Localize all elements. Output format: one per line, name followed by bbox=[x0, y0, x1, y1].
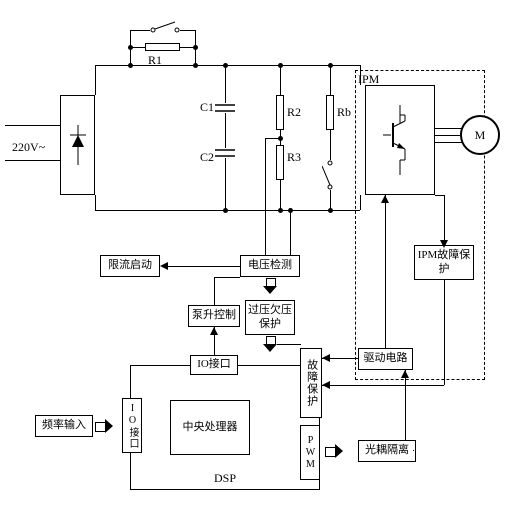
wire bbox=[277, 344, 300, 345]
c2-label: C2 bbox=[200, 150, 214, 165]
io-port-left-block: IO接口 bbox=[122, 398, 142, 453]
node bbox=[328, 63, 333, 68]
rectifier-box bbox=[60, 95, 95, 195]
node bbox=[278, 63, 283, 68]
wire bbox=[265, 138, 266, 255]
node bbox=[128, 45, 133, 50]
io-port-top-block: IO接口 bbox=[190, 355, 238, 375]
rb-label: Rb bbox=[337, 105, 351, 120]
wire bbox=[265, 138, 280, 139]
dsp-label: DSP bbox=[214, 471, 236, 485]
r2-resistor bbox=[276, 95, 284, 130]
r1-label: R1 bbox=[148, 53, 162, 68]
block-arrow-icon bbox=[325, 444, 345, 458]
arrow-icon bbox=[210, 327, 218, 335]
node bbox=[288, 208, 293, 213]
node bbox=[193, 63, 198, 68]
arrow-icon bbox=[322, 354, 330, 362]
arrow-icon bbox=[440, 240, 448, 248]
node bbox=[328, 208, 333, 213]
io-port-left-label: IO接口 bbox=[126, 403, 138, 449]
wire bbox=[405, 440, 406, 441]
arrow-icon bbox=[381, 195, 389, 203]
pump-ctrl-block: 泵升控制 bbox=[188, 305, 240, 327]
arrow-icon bbox=[322, 381, 330, 389]
wire bbox=[225, 158, 226, 210]
wire bbox=[360, 65, 361, 85]
wire bbox=[360, 65, 361, 66]
voltage-detect-block: 电压检测 bbox=[240, 255, 300, 277]
wire bbox=[225, 113, 226, 148]
diode-bridge-icon bbox=[64, 125, 92, 165]
wire bbox=[165, 266, 240, 267]
fault-protect-label: 故障保护 bbox=[304, 359, 317, 407]
wire bbox=[280, 65, 281, 95]
wire bbox=[444, 280, 445, 385]
wire bbox=[95, 195, 96, 210]
node bbox=[223, 208, 228, 213]
pwm-block: PWM bbox=[300, 425, 320, 480]
wire bbox=[330, 130, 331, 160]
block-arrow-icon bbox=[263, 278, 277, 294]
ipm-fault-block: IPM故障保护 bbox=[414, 245, 474, 280]
wire bbox=[280, 180, 281, 210]
wire bbox=[5, 125, 60, 126]
node bbox=[223, 63, 228, 68]
wire bbox=[435, 195, 445, 196]
wire bbox=[435, 142, 462, 143]
wire bbox=[330, 65, 331, 95]
wire bbox=[435, 128, 462, 129]
node bbox=[278, 208, 283, 213]
ov-uv-block: 过压欠压保护 bbox=[245, 300, 295, 335]
ipm-inner-box bbox=[365, 85, 435, 195]
c1-label: C1 bbox=[200, 100, 214, 115]
opto-block: 光耦隔离 bbox=[358, 440, 416, 462]
fault-protect-block: 故障保护 bbox=[300, 348, 322, 418]
pwm-label: PWM bbox=[304, 435, 316, 471]
ac-input-label: 220V~ bbox=[12, 140, 45, 155]
motor-symbol: M bbox=[460, 115, 500, 155]
cpu-block: 中央处理器 bbox=[170, 400, 250, 455]
wire bbox=[444, 195, 445, 240]
wire bbox=[180, 30, 195, 31]
wire bbox=[405, 370, 406, 440]
wire bbox=[435, 135, 460, 136]
wire bbox=[214, 277, 215, 305]
rb-resistor bbox=[326, 95, 334, 130]
wire bbox=[322, 385, 444, 386]
wire bbox=[290, 210, 291, 255]
wire bbox=[385, 195, 386, 348]
wire bbox=[225, 65, 226, 103]
wire bbox=[130, 30, 150, 31]
block-arrow-icon bbox=[95, 419, 115, 433]
r1-resistor bbox=[145, 43, 180, 51]
wire bbox=[413, 450, 414, 451]
r2-label: R2 bbox=[287, 105, 301, 120]
node bbox=[193, 45, 198, 50]
igbt-icon bbox=[375, 105, 425, 175]
switch-icon bbox=[150, 20, 180, 34]
wire bbox=[95, 65, 96, 95]
node bbox=[128, 63, 133, 68]
wire bbox=[5, 160, 60, 161]
switch-icon bbox=[322, 160, 338, 190]
wire bbox=[360, 195, 361, 210]
r3-resistor bbox=[276, 145, 284, 180]
current-limit-block: 限流启动 bbox=[100, 255, 160, 277]
block-arrow-icon bbox=[263, 336, 277, 352]
wire bbox=[330, 190, 331, 210]
r3-label: R3 bbox=[287, 150, 301, 165]
motor-label: M bbox=[475, 128, 486, 143]
arrow-icon bbox=[401, 370, 409, 378]
drive-circuit-block: 驱动电路 bbox=[358, 348, 413, 370]
wire bbox=[300, 344, 301, 345]
arrow-icon bbox=[160, 262, 168, 270]
freq-input-block: 频率输入 bbox=[35, 415, 93, 437]
wire bbox=[214, 277, 240, 278]
